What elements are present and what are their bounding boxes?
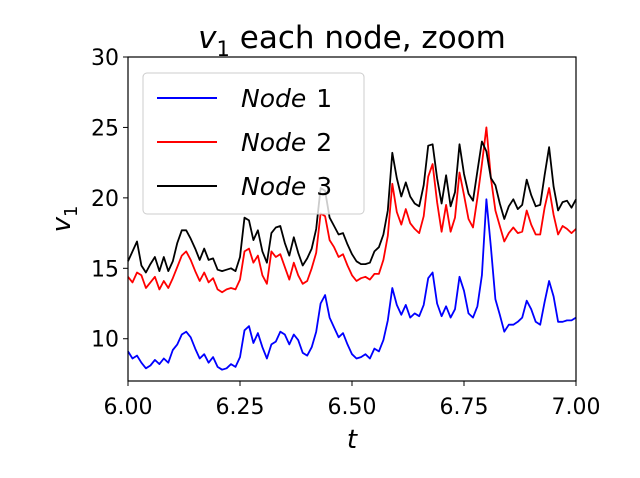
legend-label-node-3: Node 3: [241, 172, 332, 201]
series-line-node-3: [127, 140, 577, 274]
x-tick-label: 6.25: [216, 395, 265, 420]
x-tick-label: 6.50: [328, 395, 377, 420]
y-axis-label: v1: [47, 206, 82, 233]
series-layer: [127, 126, 577, 371]
x-axis-ticks: 6.00 6.25 6.50 6.75 7.00: [104, 381, 601, 420]
x-tick-label: 6.00: [104, 395, 153, 420]
legend: Node 1 Node 2 Node 3: [142, 72, 365, 215]
legend-label-node-2: Node 2: [241, 128, 332, 157]
y-tick-label: 20: [91, 187, 119, 212]
y-tick-label: 30: [91, 46, 119, 71]
series-line-node-2: [127, 126, 577, 294]
x-axis-label: t: [347, 425, 358, 455]
y-tick-label: 10: [91, 328, 119, 353]
legend-box: [142, 72, 365, 215]
y-tick-label: 15: [91, 257, 119, 282]
x-tick-label: 7.00: [552, 395, 601, 420]
y-tick-label: 25: [91, 116, 119, 141]
series-line-node-1: [127, 198, 577, 371]
chart-title: v1 each node, zoom: [198, 20, 506, 61]
x-tick-label: 6.75: [440, 395, 489, 420]
legend-label-node-1: Node 1: [241, 84, 332, 113]
y-axis-ticks: 10 15 20 25 30: [91, 46, 128, 353]
